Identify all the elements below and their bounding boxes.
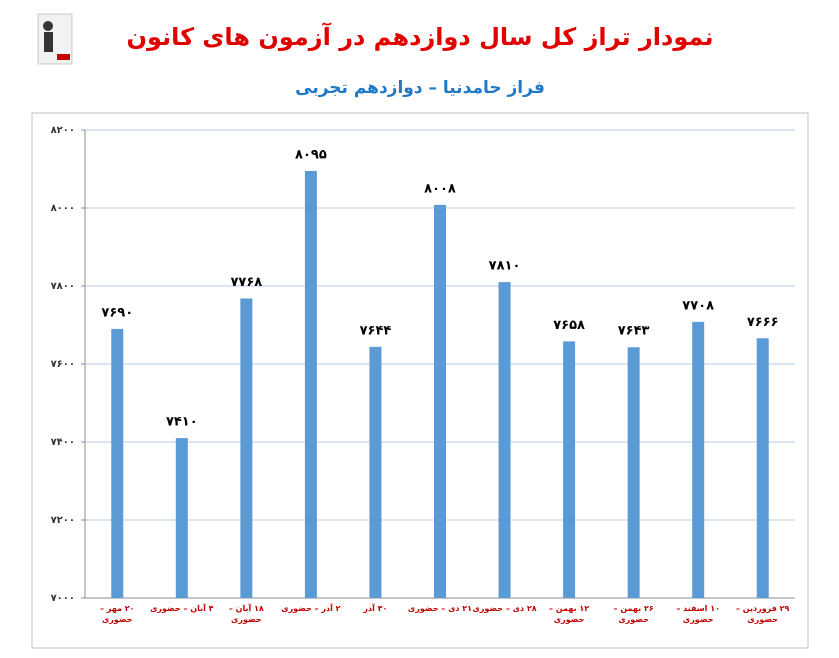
value-label: ۸۰۹۵ [295, 147, 327, 162]
logo-badge [57, 54, 70, 60]
x-tick-label: ۲۸ دی – حضوری [472, 604, 537, 613]
x-tick-label-box: ۱۸ آبان – حضوری [228, 604, 264, 624]
x-tick-label: ۲۹ فروردین – حضوری [736, 604, 790, 624]
value-label: ۸۰۰۸ [424, 181, 456, 196]
value-label: ۷۶۴۳ [618, 324, 650, 339]
logo-figure [43, 21, 53, 31]
value-label: ۷۶۹۰ [101, 305, 133, 320]
x-tick-label: ۱۸ آبان – حضوری [228, 604, 264, 624]
value-label: ۷۶۴۴ [360, 323, 392, 338]
bar [627, 347, 640, 598]
bar [240, 298, 253, 598]
y-tick-label: ۷۴۰۰ [51, 437, 75, 448]
bar [563, 341, 576, 598]
x-tick-label: ۲۶ بهمن – حضوری [613, 604, 654, 624]
bar [498, 282, 511, 598]
chart-border [31, 112, 809, 649]
bar [692, 321, 705, 598]
chart-title: نمودار تراز کل سال دوازدهم در آزمون های … [127, 22, 714, 51]
x-tick-label: ۴ آبان – حضوری [150, 604, 214, 613]
x-tick-label: ۲۱ دی – حضوری [407, 604, 473, 613]
value-label: ۷۴۱۰ [166, 415, 198, 430]
x-tick-label: ۱۲ بهمن – حضوری [548, 604, 590, 624]
x-tick-label-box: ۲۶ بهمن – حضوری [613, 604, 654, 624]
value-label: ۷۷۶۸ [230, 275, 262, 290]
x-tick-label: ۲ آذر – حضوری [281, 604, 341, 613]
x-tick-label-box: ۲۰ مهر – حضوری [99, 604, 135, 624]
x-tick-label-box: ۱۲ بهمن – حضوری [548, 604, 590, 624]
x-tick-label-box: ۲۸ دی – حضوری [472, 604, 537, 613]
chart-subtitle: فراز حامدنیا – دوازدهم تجربی [295, 78, 545, 98]
value-label: ۷۶۵۸ [553, 318, 585, 333]
bar [175, 438, 188, 598]
bar [756, 338, 769, 598]
value-label: ۷۸۱۰ [489, 259, 521, 274]
y-tick-label: ۷۰۰۰ [51, 593, 75, 604]
x-tick-label-box: ۲ آذر – حضوری [281, 604, 341, 613]
value-label: ۷۷۰۸ [682, 298, 714, 313]
y-tick-label: ۷۸۰۰ [51, 281, 75, 292]
bar [369, 346, 382, 598]
x-tick-label-box: ۳۰ آذر [363, 604, 388, 613]
y-tick-label: ۸۰۰۰ [51, 203, 75, 214]
bar [434, 204, 446, 598]
x-tick-label-box: ۴ آبان – حضوری [150, 604, 214, 613]
x-tick-label-box: ۲۹ فروردین – حضوری [736, 604, 790, 624]
y-tick-label: ۷۶۰۰ [51, 359, 75, 370]
x-tick-label: ۱۰ اسفند – حضوری [676, 604, 720, 624]
bar [111, 328, 124, 598]
x-tick-label: ۲۰ مهر – حضوری [99, 604, 135, 624]
y-tick-label: ۸۲۰۰ [51, 125, 75, 136]
value-label: ۷۶۶۶ [747, 315, 779, 330]
x-tick-label: ۳۰ آذر [363, 604, 388, 613]
x-tick-label-box: ۲۱ دی – حضوری [407, 604, 473, 613]
bar [304, 170, 317, 598]
x-tick-label-box: ۱۰ اسفند – حضوری [676, 604, 720, 624]
y-tick-label: ۷۲۰۰ [51, 515, 75, 526]
logo-figure [44, 32, 53, 52]
